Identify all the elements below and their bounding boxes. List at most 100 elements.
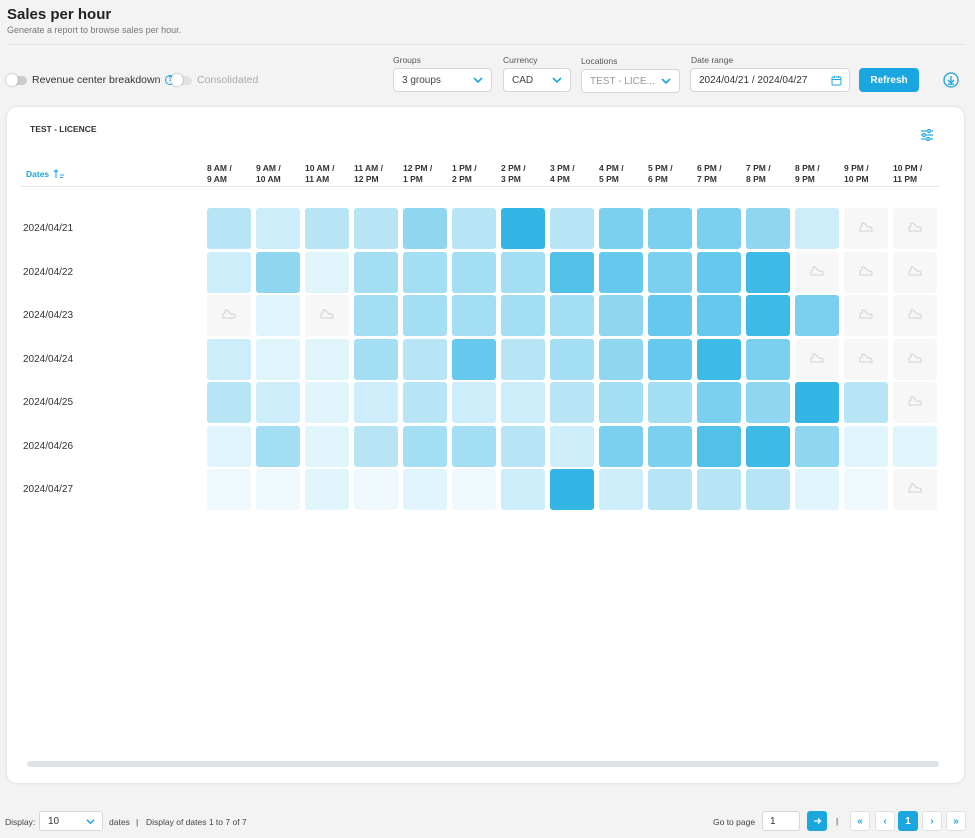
toggle-switch[interactable]	[171, 74, 192, 86]
heatmap-cell-empty[interactable]	[207, 295, 251, 336]
toggle-switch[interactable]	[6, 74, 27, 86]
heatmap-cell[interactable]	[403, 251, 447, 293]
heatmap-cell[interactable]	[697, 251, 741, 293]
heatmap-cell[interactable]	[697, 425, 741, 467]
heatmap-cell[interactable]	[844, 469, 888, 510]
heatmap-cell[interactable]	[305, 208, 349, 249]
heatmap-cell[interactable]	[256, 338, 300, 380]
locations-select[interactable]: TEST - LICE...	[581, 69, 680, 93]
heatmap-cell[interactable]	[697, 382, 741, 423]
heatmap-cell[interactable]	[550, 382, 594, 423]
heatmap-cell[interactable]	[403, 469, 447, 510]
heatmap-cell[interactable]	[452, 425, 496, 467]
heatmap-cell-empty[interactable]	[893, 251, 937, 293]
heatmap-cell[interactable]	[207, 208, 251, 249]
heatmap-cell[interactable]	[795, 469, 839, 510]
heatmap-cell[interactable]	[403, 425, 447, 467]
heatmap-cell[interactable]	[648, 295, 692, 336]
heatmap-cell[interactable]	[403, 382, 447, 423]
heatmap-cell[interactable]	[501, 425, 545, 467]
heatmap-cell[interactable]	[354, 295, 398, 336]
next-page-button[interactable]: ›	[922, 811, 942, 831]
prev-page-button[interactable]: ‹	[875, 811, 895, 831]
heatmap-cell[interactable]	[746, 295, 790, 336]
heatmap-cell[interactable]	[746, 469, 790, 510]
heatmap-cell[interactable]	[648, 382, 692, 423]
heatmap-cell-empty[interactable]	[844, 338, 888, 380]
heatmap-cell[interactable]	[501, 469, 545, 510]
heatmap-cell[interactable]	[550, 251, 594, 293]
heatmap-cell[interactable]	[354, 469, 398, 510]
last-page-button[interactable]: »	[946, 811, 966, 831]
heatmap-cell[interactable]	[648, 338, 692, 380]
heatmap-cell[interactable]	[501, 251, 545, 293]
heatmap-cell[interactable]	[403, 295, 447, 336]
heatmap-cell-empty[interactable]	[305, 295, 349, 336]
heatmap-cell[interactable]	[746, 338, 790, 380]
heatmap-cell[interactable]	[746, 251, 790, 293]
heatmap-cell[interactable]	[354, 251, 398, 293]
date-range-input[interactable]: 2024/04/21 / 2024/04/27	[690, 68, 850, 92]
heatmap-cell[interactable]	[746, 425, 790, 467]
page-size-select[interactable]: 10	[39, 811, 103, 831]
heatmap-cell[interactable]	[256, 469, 300, 510]
heatmap-cell[interactable]	[550, 295, 594, 336]
heatmap-cell[interactable]	[893, 425, 937, 467]
heatmap-cell[interactable]	[599, 251, 643, 293]
heatmap-cell[interactable]	[648, 425, 692, 467]
heatmap-cell[interactable]	[648, 251, 692, 293]
heatmap-cell[interactable]	[207, 338, 251, 380]
heatmap-cell[interactable]	[452, 208, 496, 249]
heatmap-cell[interactable]	[501, 382, 545, 423]
heatmap-cell[interactable]	[844, 425, 888, 467]
heatmap-cell[interactable]	[550, 338, 594, 380]
heatmap-cell[interactable]	[305, 469, 349, 510]
heatmap-cell[interactable]	[452, 338, 496, 380]
refresh-button[interactable]: Refresh	[859, 68, 919, 92]
heatmap-cell[interactable]	[354, 338, 398, 380]
heatmap-cell[interactable]	[354, 425, 398, 467]
heatmap-cell[interactable]	[452, 382, 496, 423]
heatmap-cell[interactable]	[501, 208, 545, 249]
goto-page-input[interactable]: 1	[762, 811, 800, 831]
groups-select[interactable]: 3 groups	[393, 68, 492, 92]
heatmap-cell-empty[interactable]	[893, 208, 937, 249]
currency-select[interactable]: CAD	[503, 68, 571, 92]
calendar-icon[interactable]	[831, 75, 842, 86]
heatmap-cell[interactable]	[452, 295, 496, 336]
heatmap-cell[interactable]	[648, 469, 692, 510]
heatmap-cell[interactable]	[550, 425, 594, 467]
horizontal-scrollbar[interactable]	[27, 761, 939, 767]
heatmap-cell[interactable]	[599, 469, 643, 510]
heatmap-cell[interactable]	[599, 425, 643, 467]
heatmap-cell[interactable]	[501, 295, 545, 336]
heatmap-cell[interactable]	[795, 425, 839, 467]
heatmap-cell[interactable]	[697, 295, 741, 336]
heatmap-cell-empty[interactable]	[844, 208, 888, 249]
heatmap-cell[interactable]	[599, 208, 643, 249]
heatmap-cell-empty[interactable]	[893, 469, 937, 510]
heatmap-cell[interactable]	[256, 251, 300, 293]
heatmap-cell[interactable]	[599, 295, 643, 336]
goto-page-button[interactable]	[807, 811, 827, 831]
consolidated-toggle[interactable]: Consolidated	[171, 74, 258, 86]
heatmap-cell[interactable]	[256, 208, 300, 249]
heatmap-cell[interactable]	[697, 469, 741, 510]
heatmap-cell[interactable]	[207, 469, 251, 510]
heatmap-cell[interactable]	[354, 208, 398, 249]
heatmap-cell-empty[interactable]	[844, 295, 888, 336]
heatmap-cell-empty[interactable]	[795, 338, 839, 380]
heatmap-cell[interactable]	[746, 208, 790, 249]
heatmap-cell[interactable]	[599, 338, 643, 380]
heatmap-cell[interactable]	[550, 208, 594, 249]
heatmap-cell[interactable]	[256, 382, 300, 423]
sort-icon[interactable]	[53, 169, 65, 179]
heatmap-cell[interactable]	[746, 382, 790, 423]
heatmap-cell[interactable]	[403, 338, 447, 380]
revenue-center-toggle[interactable]: Revenue center breakdown ?	[6, 74, 176, 86]
heatmap-cell[interactable]	[795, 295, 839, 336]
heatmap-cell[interactable]	[795, 208, 839, 249]
heatmap-cell[interactable]	[305, 382, 349, 423]
heatmap-cell[interactable]	[305, 251, 349, 293]
heatmap-cell[interactable]	[648, 208, 692, 249]
